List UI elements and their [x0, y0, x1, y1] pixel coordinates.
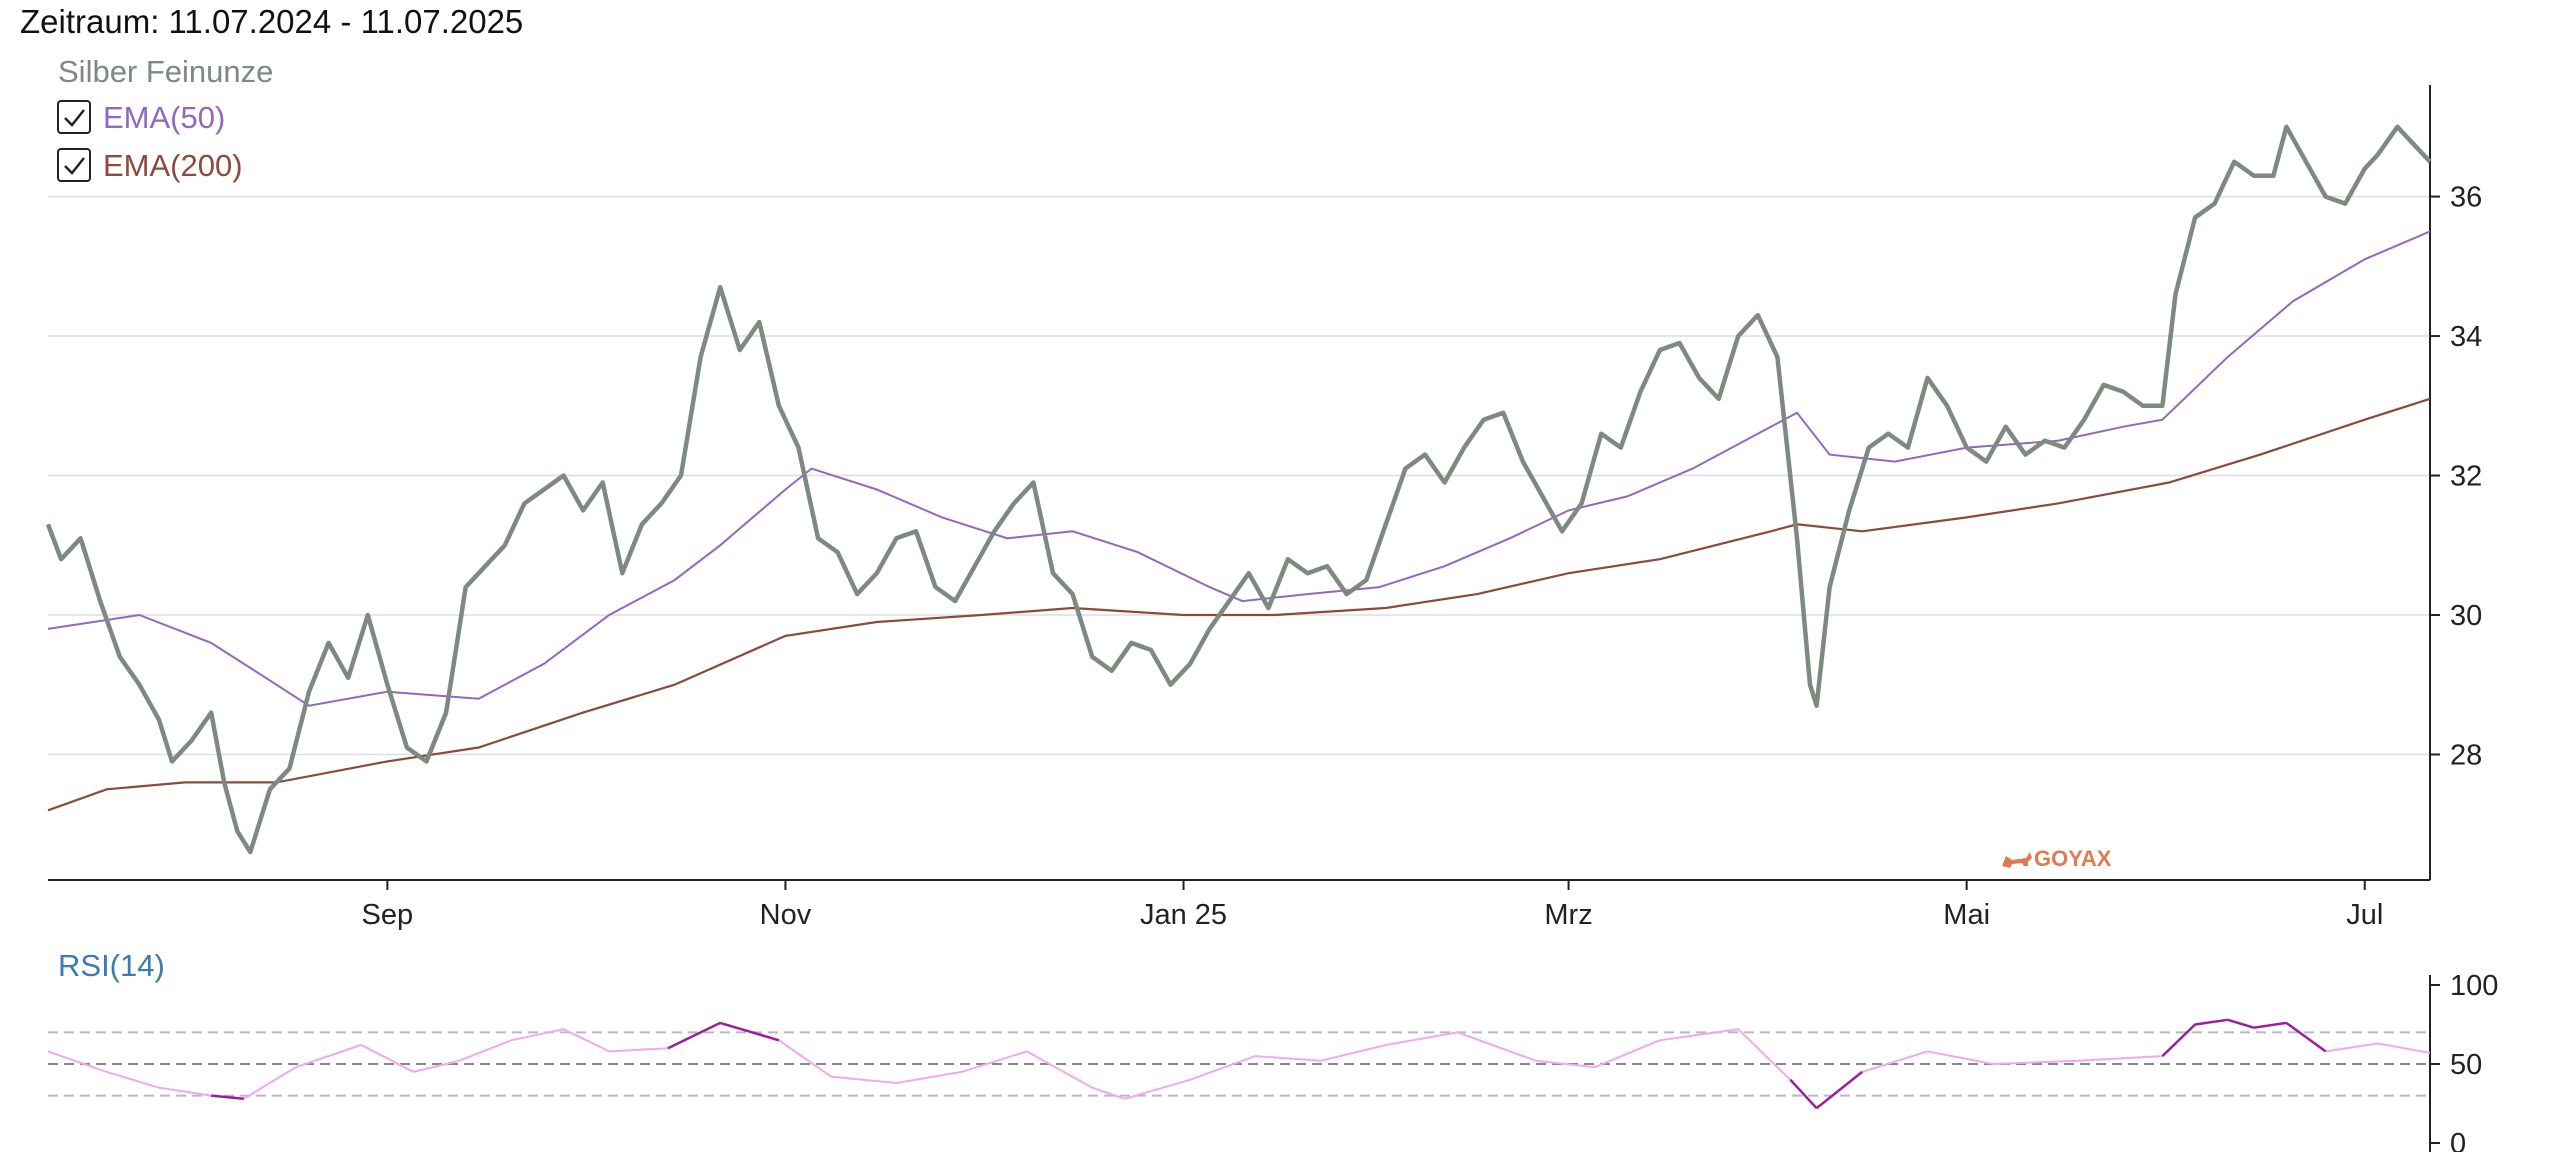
rsi-tick-label: 100: [2450, 970, 2498, 1002]
watermark-text: GOYAX: [2034, 846, 2112, 871]
y-tick-label: 34: [2450, 321, 2482, 353]
x-tick-label: Nov: [760, 899, 812, 931]
rsi-extreme-segment: [2161, 1023, 2196, 1057]
silver-price-line: [45, 124, 2432, 855]
x-tick-label: Sep: [362, 899, 414, 931]
rsi-extreme-segment: [2194, 1018, 2228, 1026]
x-tick-label: Mrz: [1544, 899, 1592, 931]
rsi-extreme-segment: [2253, 1021, 2287, 1029]
legend-ema200-label[interactable]: EMA(200): [103, 148, 243, 183]
rsi-extreme-segment: [667, 1021, 721, 1050]
ema200-checkbox[interactable]: [57, 148, 91, 182]
y-tick-label: 36: [2450, 182, 2482, 214]
rsi-extreme-segment: [719, 1021, 780, 1042]
price-grid: [48, 195, 2430, 756]
legend-ema50-label[interactable]: EMA(50): [103, 100, 225, 135]
bull-icon: [2002, 852, 2032, 868]
rsi-line: [47, 1018, 2431, 1110]
legend-series-label: Silber Feinunze: [58, 54, 273, 89]
rsi-extreme-segment: [1815, 1070, 1863, 1110]
y-tick-label: 30: [2450, 600, 2482, 632]
rsi-y-ticks: 0 50 100: [2430, 970, 2498, 1152]
ema50-checkbox[interactable]: [57, 100, 91, 134]
rsi-extreme-segment: [2285, 1021, 2327, 1053]
rsi-reference-lines: [48, 1031, 2430, 1097]
rsi-extreme-segment: [2227, 1018, 2255, 1029]
rsi-title: RSI(14): [58, 948, 165, 983]
price-x-ticks: Sep Nov Jan 25 Mrz Mai Jul: [362, 880, 2383, 931]
price-chart: 28 30 32 34 36 Sep Nov Jan 25 Mrz Mai Jul GOYAX: [45, 85, 2482, 931]
rsi-extreme-segment: [1789, 1078, 1818, 1110]
period-title: Zeitraum: 11.07.2024 - 11.07.2025: [20, 3, 523, 40]
check-icon: [64, 109, 85, 127]
x-tick-label: Jan 25: [1140, 899, 1227, 931]
y-tick-label: 28: [2450, 739, 2482, 771]
rsi-chart: RSI(14) 0 50 100: [47, 948, 2498, 1152]
x-tick-label: Mai: [1943, 899, 1990, 931]
rsi-tick-label: 0: [2450, 1128, 2466, 1152]
rsi-extreme-segment: [211, 1094, 244, 1101]
ema50-line: [47, 230, 2431, 707]
goyax-watermark: GOYAX: [2002, 846, 2112, 871]
check-icon: [64, 157, 85, 175]
legend: Silber Feinunze EMA(50) EMA(200): [57, 54, 273, 183]
x-tick-label: Jul: [2346, 899, 2383, 931]
price-y-ticks: 28 30 32 34 36: [2430, 182, 2482, 771]
rsi-tick-label: 50: [2450, 1049, 2482, 1081]
y-tick-label: 32: [2450, 461, 2482, 493]
rsi-extreme-segments: [211, 1018, 2327, 1110]
